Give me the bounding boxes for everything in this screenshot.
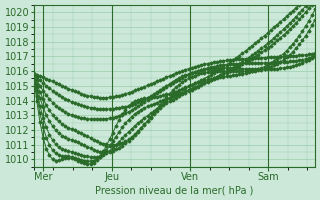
X-axis label: Pression niveau de la mer( hPa ): Pression niveau de la mer( hPa ) xyxy=(95,185,253,195)
